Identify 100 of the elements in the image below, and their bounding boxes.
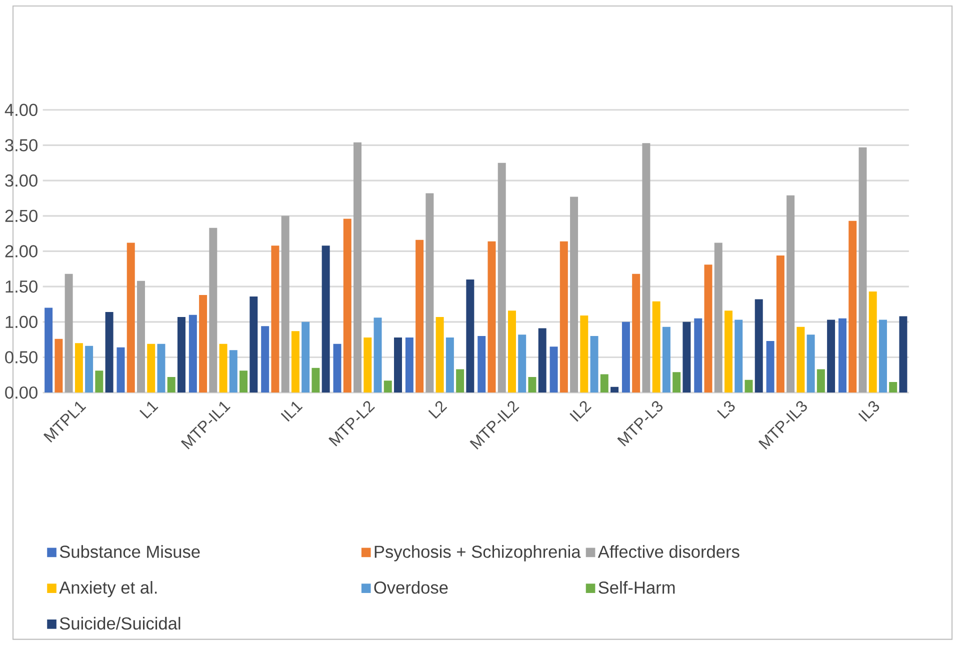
bar <box>580 315 588 392</box>
bar <box>838 318 846 392</box>
bar <box>354 142 362 392</box>
bar <box>538 328 546 392</box>
bar <box>806 334 815 392</box>
bar <box>878 320 887 392</box>
bar <box>724 310 732 392</box>
bar <box>560 241 568 392</box>
legend-label: Substance Misuse <box>60 545 200 558</box>
bar <box>188 314 197 392</box>
bar <box>426 193 434 392</box>
y-tick-label: 1.00 <box>6 316 38 328</box>
bar <box>44 308 53 392</box>
bar <box>610 386 619 392</box>
bar <box>95 370 104 392</box>
bar <box>488 241 496 392</box>
bar <box>209 228 218 392</box>
bar <box>199 294 208 392</box>
legend-label: Anxiety et al. <box>59 580 157 598</box>
bar <box>848 220 857 392</box>
bar <box>261 326 270 392</box>
bar <box>868 291 877 392</box>
x-tick-label: L1 <box>139 402 158 418</box>
bar <box>229 350 238 392</box>
y-tick-label: 3.50 <box>5 138 38 152</box>
bar <box>816 369 825 392</box>
y-tick-label: 2.00 <box>5 244 38 258</box>
y-tick-label: 0.50 <box>5 350 38 364</box>
bar <box>364 337 372 392</box>
y-tick-label: 2.50 <box>5 210 38 222</box>
bar <box>632 274 640 392</box>
bar <box>796 326 805 392</box>
bar <box>384 380 392 392</box>
bar <box>734 320 743 392</box>
bar <box>776 255 784 392</box>
bar <box>436 316 444 392</box>
x-tick-label: L3 <box>716 400 735 419</box>
bar <box>219 344 228 392</box>
x-tick-label: IL2 <box>570 400 592 422</box>
bar <box>85 346 94 392</box>
bar <box>74 342 83 392</box>
bar <box>343 218 352 392</box>
bar <box>744 380 753 392</box>
bar <box>177 316 186 392</box>
bar <box>899 316 908 392</box>
legend-label: Overdose <box>374 580 448 594</box>
bar <box>858 147 867 392</box>
bar <box>312 368 320 392</box>
bar <box>754 299 763 392</box>
bar <box>498 162 506 392</box>
bar <box>466 279 474 392</box>
bar <box>167 376 176 392</box>
x-tick-label: IL1 <box>280 402 303 422</box>
bar <box>250 296 258 392</box>
bar <box>116 347 125 392</box>
bar <box>333 344 342 392</box>
y-tick-label: 1.50 <box>6 280 38 293</box>
bar <box>302 322 310 392</box>
y-tick-label: 0.00 <box>5 386 38 399</box>
bar <box>291 330 300 392</box>
x-tick-label: L2 <box>428 400 448 419</box>
bar <box>271 245 280 392</box>
bar <box>889 382 898 392</box>
bar <box>405 337 414 392</box>
bar <box>590 336 598 392</box>
bar <box>570 196 578 392</box>
bar <box>662 326 670 392</box>
bar <box>322 245 330 392</box>
bar <box>54 338 63 392</box>
bar <box>126 242 135 392</box>
legend-label: Suicide/Suicidal <box>60 616 180 630</box>
bar <box>550 346 558 392</box>
legend-label: Psychosis + Schizophrenia <box>374 545 581 562</box>
bar <box>622 322 630 392</box>
bar <box>136 280 145 392</box>
bar <box>147 344 156 392</box>
y-tick-label: 4.00 <box>4 104 38 116</box>
bar <box>394 337 402 392</box>
bar <box>786 195 795 392</box>
bar <box>456 369 464 392</box>
bar <box>478 336 486 392</box>
x-tick-label: IL3 <box>858 400 880 422</box>
bar <box>508 310 516 392</box>
bar <box>694 318 702 392</box>
bar <box>446 337 454 392</box>
bar <box>672 372 681 392</box>
bar <box>416 240 424 392</box>
bar <box>281 216 290 392</box>
bar <box>827 320 836 392</box>
legend-label: Affective disorders <box>598 545 740 558</box>
bar <box>704 264 712 392</box>
bar <box>682 322 691 392</box>
bar <box>652 301 660 392</box>
bar <box>240 370 248 392</box>
bar <box>374 318 382 392</box>
bar <box>518 334 526 392</box>
bar <box>157 344 166 392</box>
y-tick-label: 3.00 <box>5 174 38 187</box>
bar <box>600 374 608 392</box>
bar <box>528 376 536 392</box>
